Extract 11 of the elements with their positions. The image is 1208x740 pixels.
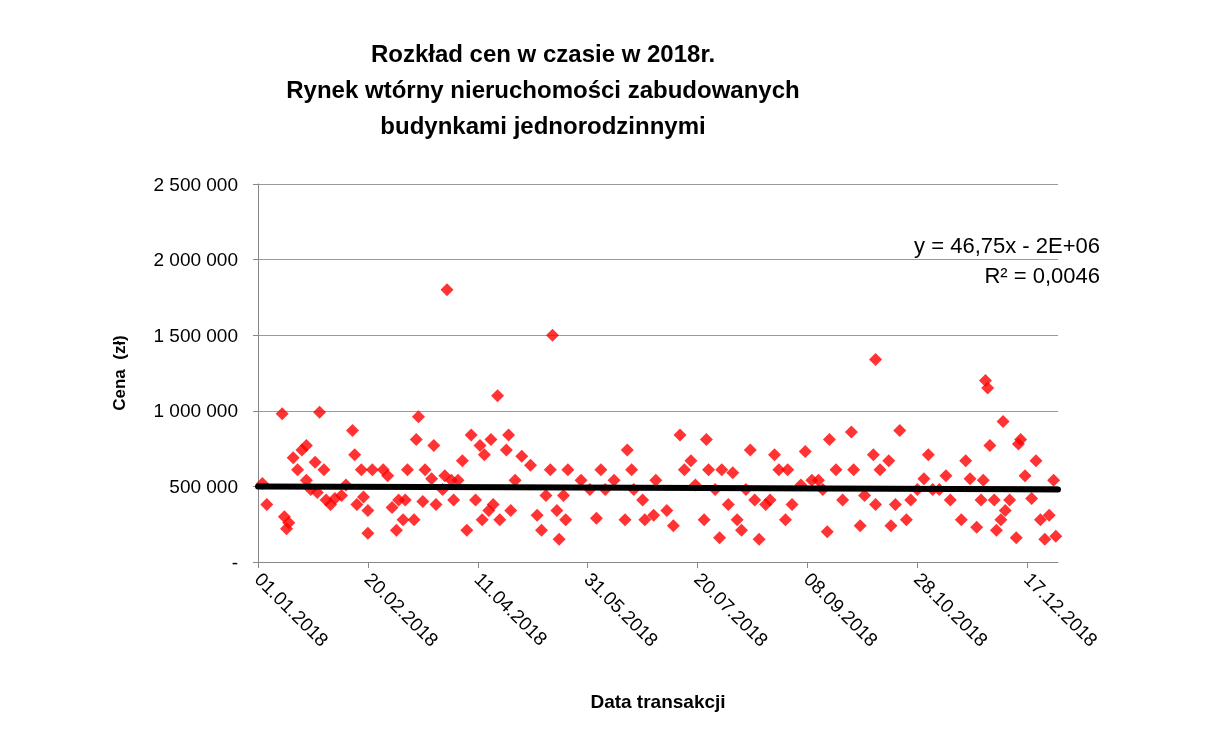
annotation: y = 46,75x - 2E+06 (914, 232, 1100, 258)
y-tick-label: - (231, 551, 238, 573)
y-tick-label: 500 000 (169, 475, 238, 497)
annotation: R² = 0,0046 (984, 262, 1100, 288)
y-axis-title: Cena (zł) (110, 335, 129, 411)
chart-title: Rozkład cen w czasie w 2018r. Rynek wtórny nieruchomości zabudowanych budynkami jednorodzinnymi (286, 39, 800, 139)
y-tick-label: 2 000 000 (153, 249, 238, 271)
y-tick-label: 2 500 000 (153, 173, 238, 195)
x-axis-title: Data transakcji (590, 691, 726, 712)
y-tick-label: 1 000 000 (153, 400, 238, 422)
y-tick-label: 1 500 000 (153, 324, 238, 346)
